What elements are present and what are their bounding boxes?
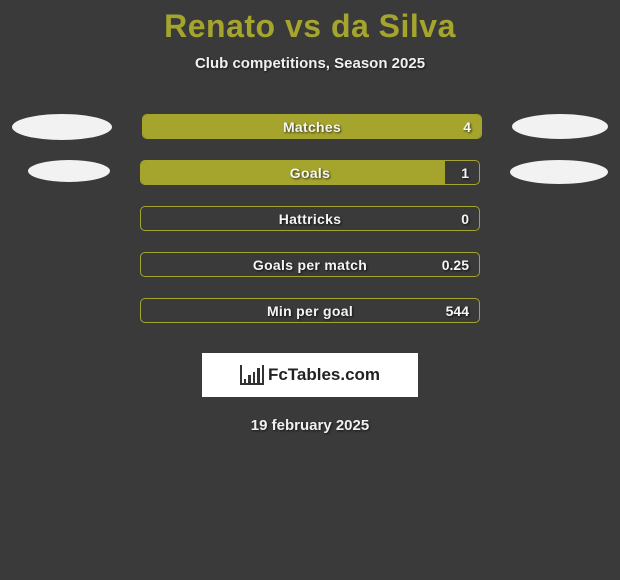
player-right-ellipse xyxy=(512,114,608,139)
page-subtitle: Club competitions, Season 2025 xyxy=(0,55,620,72)
ellipse-slot xyxy=(10,252,110,277)
stat-row: Min per goal 544 xyxy=(0,298,620,323)
stat-bar: Min per goal 544 xyxy=(140,298,480,323)
chart-icon-bar xyxy=(244,379,246,383)
stat-bar: Hattricks 0 xyxy=(140,206,480,231)
stat-value: 0.25 xyxy=(442,257,469,273)
player-left-ellipse xyxy=(28,160,110,182)
ellipse-slot xyxy=(510,252,610,277)
ellipse-slot xyxy=(10,298,110,323)
stat-label: Min per goal xyxy=(267,303,353,319)
chart-icon-bar xyxy=(248,375,250,383)
stat-label: Matches xyxy=(283,119,341,135)
stat-bar: Matches 4 xyxy=(142,114,482,139)
player-right-ellipse xyxy=(510,160,608,184)
stat-label: Goals per match xyxy=(253,257,367,273)
chart-icon-bar xyxy=(257,368,259,383)
stat-label: Hattricks xyxy=(279,211,342,227)
ellipse-slot xyxy=(510,206,610,231)
ellipse-slot xyxy=(510,160,610,185)
logo-text: FcTables.com xyxy=(268,365,380,385)
stat-row: Goals per match 0.25 xyxy=(0,252,620,277)
ellipse-slot xyxy=(10,160,110,185)
ellipse-slot xyxy=(510,298,610,323)
stat-value: 544 xyxy=(446,303,469,319)
chart-icon xyxy=(240,365,264,385)
stats-container: Matches 4 Goals 1 Hattricks 0 Goals pe xyxy=(0,114,620,323)
stat-bar: Goals per match 0.25 xyxy=(140,252,480,277)
page-title: Renato vs da Silva xyxy=(0,0,620,45)
stat-row: Matches 4 xyxy=(0,114,620,139)
chart-icon-bar xyxy=(262,365,264,383)
stat-value: 1 xyxy=(461,165,469,181)
date-label: 19 february 2025 xyxy=(0,417,620,434)
fctables-logo[interactable]: FcTables.com xyxy=(202,353,418,397)
ellipse-slot xyxy=(10,206,110,231)
chart-icon-bar xyxy=(253,372,255,383)
stat-value: 0 xyxy=(461,211,469,227)
stat-row: Hattricks 0 xyxy=(0,206,620,231)
stat-bar: Goals 1 xyxy=(140,160,480,185)
stat-row: Goals 1 xyxy=(0,160,620,185)
stat-value: 4 xyxy=(463,119,471,135)
stat-label: Goals xyxy=(290,165,330,181)
player-left-ellipse xyxy=(12,114,112,140)
